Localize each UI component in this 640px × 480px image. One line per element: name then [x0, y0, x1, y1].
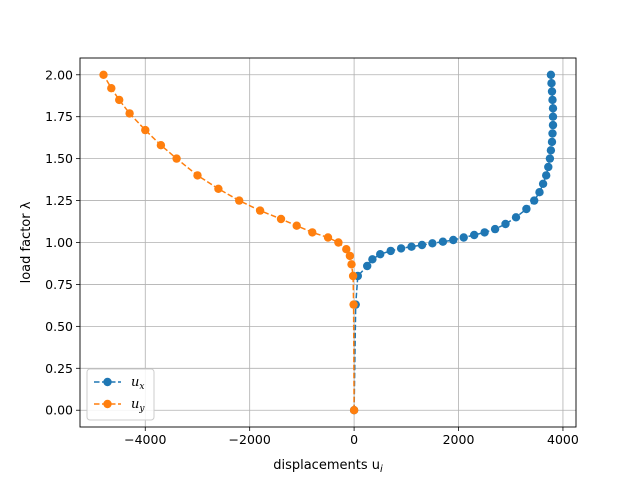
data-point-ux: [548, 129, 557, 138]
data-point-ux: [363, 261, 372, 271]
data-point-uy: [255, 206, 265, 215]
y-tick-label: 0.50: [45, 319, 73, 334]
data-point-uy: [323, 233, 333, 242]
data-point-ux: [548, 104, 558, 113]
x-tick-label: −4000: [124, 432, 166, 447]
data-point-ux: [501, 219, 510, 229]
legend-marker-ux: [103, 377, 112, 387]
data-point-uy: [308, 228, 317, 237]
data-point-ux: [459, 233, 468, 242]
data-point-uy: [193, 171, 202, 180]
data-point-uy: [156, 141, 166, 150]
data-point-ux: [368, 255, 377, 264]
legend: ux uy: [86, 368, 155, 421]
data-point-uy: [125, 109, 134, 118]
data-point-ux: [548, 120, 558, 130]
y-tick-label: 1.00: [45, 235, 73, 250]
y-axis-label: load factor λ: [19, 201, 34, 283]
data-point-uy: [235, 196, 244, 205]
data-point-ux: [438, 237, 448, 246]
legend-label-ux: ux: [131, 375, 144, 392]
y-tick-label: 0.25: [45, 361, 73, 376]
y-tick-label: 1.25: [45, 193, 73, 208]
data-point-uy: [342, 245, 351, 254]
gridlines: [80, 58, 576, 427]
legend-label-uy: uy: [131, 397, 145, 414]
data-point-uy: [107, 84, 116, 93]
data-point-ux: [386, 246, 395, 256]
data-point-ux: [530, 196, 539, 205]
y-tick-label: 1.50: [45, 151, 73, 166]
data-point-uy: [349, 300, 358, 309]
data-point-ux: [544, 162, 553, 172]
data-point-ux: [428, 239, 437, 248]
data-point-ux: [546, 70, 556, 80]
data-point-ux: [538, 179, 548, 188]
data-point-uy: [214, 184, 223, 193]
data-point-ux: [407, 242, 416, 251]
data-point-uy: [292, 221, 301, 230]
y-tick-label: 0.00: [45, 403, 73, 418]
data-point-ux: [548, 95, 557, 105]
data-point-uy: [348, 271, 358, 281]
y-tick-label: 1.75: [45, 109, 73, 124]
data-point-uy: [141, 125, 150, 135]
data-point-uy: [345, 251, 355, 261]
data-point-ux: [535, 188, 544, 197]
axis-ticks: −4000 −2000 0 2000 4000 0.00 0.25 0.50 0.75 1.00 1…: [45, 67, 579, 447]
y-tick-label: 0.75: [45, 277, 73, 292]
series-uy: [99, 70, 359, 415]
data-point-ux: [396, 244, 406, 253]
data-point-ux: [480, 228, 489, 237]
data-point-uy: [115, 95, 124, 105]
x-axis-label-subscript: i: [380, 464, 383, 475]
data-point-uy: [334, 238, 343, 247]
x-tick-label: 4000: [547, 432, 579, 447]
x-tick-label: 0: [350, 432, 358, 447]
data-point-uy: [99, 70, 108, 80]
data-point-ux: [470, 230, 479, 240]
legend-marker-uy: [103, 399, 112, 409]
data-point-uy: [349, 406, 359, 415]
data-point-uy: [276, 214, 286, 224]
data-point-ux: [449, 235, 458, 245]
x-axis-label: displacements ui: [273, 458, 383, 475]
data-point-ux: [547, 79, 556, 88]
data-point-ux: [548, 112, 558, 121]
data-point-ux: [511, 213, 521, 222]
series-ux: [349, 70, 558, 415]
plot-frame: [79, 57, 577, 428]
data-point-uy: [347, 260, 356, 269]
data-point-ux: [522, 204, 531, 214]
data-point-ux: [547, 87, 557, 96]
data-point-ux: [417, 240, 427, 250]
data-point-ux: [546, 146, 556, 155]
data-point-ux: [542, 171, 551, 180]
series-layer: [99, 70, 558, 415]
x-tick-label: −2000: [229, 432, 271, 447]
data-point-ux: [490, 224, 500, 234]
x-tick-label: 2000: [443, 432, 475, 447]
data-point-ux: [545, 154, 555, 163]
y-tick-label: 2.00: [45, 67, 73, 82]
data-point-ux: [547, 137, 557, 147]
series-line-uy: [102, 74, 355, 411]
data-point-uy: [172, 154, 181, 163]
data-point-ux: [376, 250, 385, 259]
